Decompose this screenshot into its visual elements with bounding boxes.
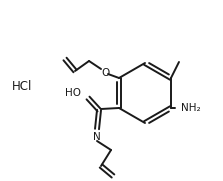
Text: NH₂: NH₂ [181, 103, 201, 113]
Text: N: N [93, 132, 101, 142]
Text: O: O [101, 68, 109, 78]
Text: HCl: HCl [12, 79, 32, 92]
Text: HO: HO [65, 88, 81, 98]
